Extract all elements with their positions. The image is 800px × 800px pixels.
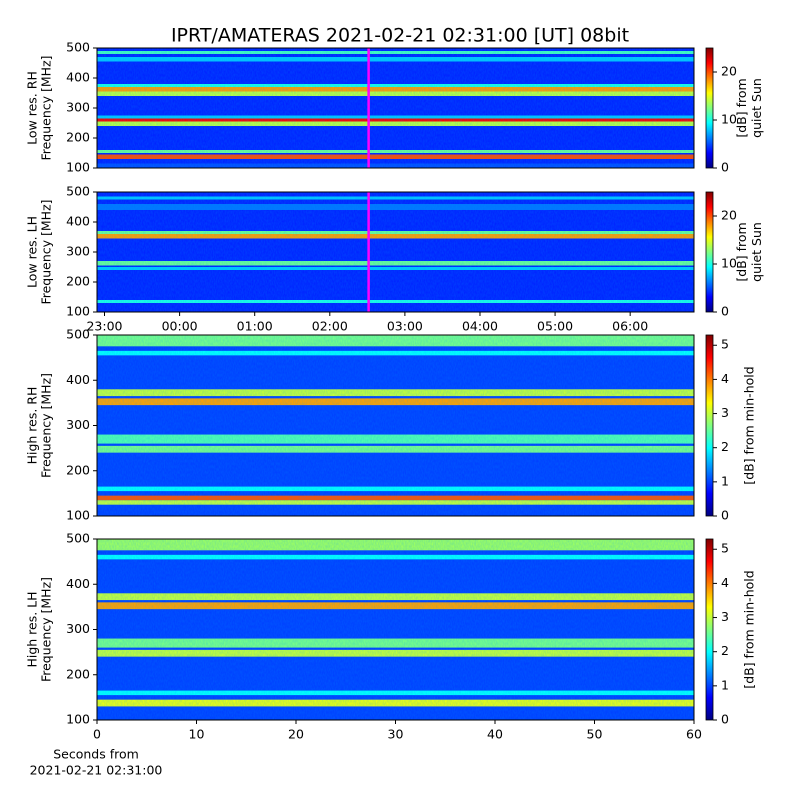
y-tick-label: 400 [66, 372, 90, 387]
colorbar-label: quiet Sun [749, 222, 764, 282]
y-tick-label: 500 [66, 40, 90, 55]
x-tick-label: 0 [93, 727, 101, 742]
y-tick-label: 100 [66, 712, 90, 727]
x-axis-label: 2021-02-21 02:31:00 [30, 763, 163, 778]
y-tick-label: 400 [66, 70, 90, 85]
x-tick-label: 40 [487, 727, 503, 742]
colorbar [705, 334, 714, 517]
y-tick-label: 500 [66, 531, 90, 546]
x-tick-label: 02:00 [312, 319, 348, 334]
y-tick-label: 200 [66, 666, 90, 681]
colorbar-tick-label: 0 [721, 712, 729, 727]
x-tick-label: 05:00 [537, 319, 573, 334]
y-tick-label: 300 [66, 417, 90, 432]
y-axis-label: Low res. LH [25, 216, 40, 288]
y-axis-label: Frequency [MHz] [39, 577, 54, 682]
texture [97, 48, 694, 168]
colorbar-label: [dB] from min-hold [742, 570, 757, 688]
x-tick-label: 01:00 [237, 319, 273, 334]
colorbar-tick-label: 1 [721, 473, 729, 488]
colorbar-label: quiet Sun [749, 78, 764, 138]
y-tick-label: 500 [66, 327, 90, 342]
colorbar-tick-label: 3 [721, 405, 729, 420]
colorbar [705, 538, 714, 721]
colorbar-tick-label: 2 [721, 643, 729, 658]
x-tick-label: 50 [587, 727, 603, 742]
colorbar-label: [dB] from [734, 78, 749, 137]
x-tick-label: 03:00 [387, 319, 423, 334]
y-axis-label: Low res. RH [25, 71, 40, 145]
colorbar-tick-label: 2 [721, 439, 729, 454]
colorbar-tick-label: 4 [721, 575, 729, 590]
colorbar-tick-label: 4 [721, 371, 729, 386]
y-tick-label: 400 [66, 576, 90, 591]
y-tick-label: 400 [66, 214, 90, 229]
x-tick-label: 00:00 [162, 319, 198, 334]
y-tick-label: 300 [66, 100, 90, 115]
colorbar-tick-label: 5 [721, 337, 729, 352]
texture [97, 539, 694, 720]
y-axis-label: Frequency [MHz] [39, 199, 54, 304]
colorbar-tick-label: 0 [721, 508, 729, 523]
colorbar-tick-label: 0 [721, 160, 729, 175]
colorbar [705, 191, 714, 313]
y-tick-label: 100 [66, 508, 90, 523]
texture [97, 335, 694, 516]
x-tick-label: 23:00 [86, 319, 122, 334]
x-axis-label: Seconds from [53, 747, 139, 762]
colorbar-label: [dB] from [734, 222, 749, 281]
y-axis-label: High res. LH [25, 591, 40, 667]
colorbar-tick-label: 10 [721, 256, 737, 271]
x-tick-label: 20 [288, 727, 304, 742]
colorbar-tick-label: 10 [721, 112, 737, 127]
y-tick-label: 300 [66, 244, 90, 259]
texture [97, 192, 694, 312]
colorbar-tick-label: 20 [721, 208, 737, 223]
y-tick-label: 300 [66, 621, 90, 636]
y-axis-label: Frequency [MHz] [39, 373, 54, 478]
x-tick-label: 06:00 [612, 319, 648, 334]
chart-title: IPRT/AMATERAS 2021-02-21 02:31:00 [UT] 0… [171, 25, 629, 47]
colorbar-tick-label: 1 [721, 677, 729, 692]
y-tick-label: 200 [66, 130, 90, 145]
x-tick-label: 04:00 [462, 319, 498, 334]
colorbar [705, 47, 714, 169]
y-axis-label: Frequency [MHz] [39, 55, 54, 160]
colorbar-tick-label: 20 [721, 64, 737, 79]
x-tick-label: 30 [388, 727, 404, 742]
y-tick-label: 200 [66, 274, 90, 289]
y-tick-label: 500 [66, 184, 90, 199]
x-tick-label: 10 [189, 727, 205, 742]
colorbar-label: [dB] from min-hold [742, 366, 757, 484]
colorbar-tick-label: 3 [721, 609, 729, 624]
y-tick-label: 100 [66, 304, 90, 319]
y-tick-label: 100 [66, 160, 90, 175]
y-tick-label: 200 [66, 462, 90, 477]
colorbar-tick-label: 5 [721, 541, 729, 556]
x-tick-label: 60 [686, 727, 702, 742]
y-axis-label: High res. RH [25, 387, 40, 465]
colorbar-tick-label: 0 [721, 304, 729, 319]
